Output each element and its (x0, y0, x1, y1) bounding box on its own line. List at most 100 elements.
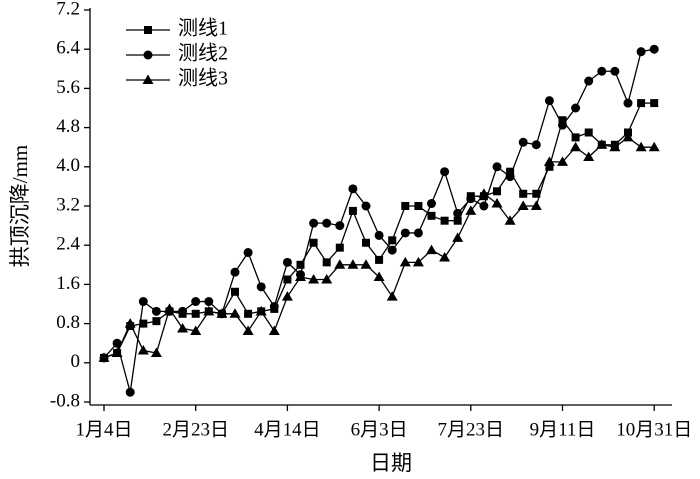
marker (597, 66, 607, 76)
marker (519, 189, 528, 198)
marker (242, 325, 254, 335)
marker (348, 206, 357, 215)
marker (137, 345, 149, 355)
marker (412, 256, 424, 267)
x-tick-label: 6月3日 (351, 419, 408, 440)
legend-label: 测线3 (178, 67, 228, 90)
marker (505, 172, 515, 182)
marker (637, 99, 646, 108)
marker (125, 387, 135, 397)
marker (557, 156, 568, 166)
y-tick-label: 0.8 (56, 312, 80, 333)
marker (440, 216, 449, 225)
marker (139, 319, 148, 328)
marker (229, 308, 241, 318)
marker (530, 200, 542, 210)
x-tick-label: 10月31日 (616, 419, 692, 440)
marker (453, 216, 462, 225)
marker (281, 291, 293, 301)
marker (296, 260, 305, 269)
marker (255, 305, 267, 316)
marker (610, 66, 620, 76)
marker (570, 141, 582, 152)
y-tick-label: 1.6 (56, 273, 80, 294)
marker (191, 309, 200, 318)
marker (309, 218, 319, 228)
y-tick-label: -0.8 (50, 390, 80, 411)
marker (635, 141, 647, 152)
marker (335, 221, 345, 231)
marker (596, 139, 608, 149)
marker (322, 258, 331, 267)
y-tick-label: 6.4 (56, 38, 80, 59)
marker (636, 47, 646, 57)
marker (347, 259, 359, 269)
marker (375, 255, 384, 264)
marker (399, 256, 411, 267)
series-line (103, 48, 655, 393)
series-line (103, 136, 655, 359)
marker (374, 230, 384, 240)
marker (439, 251, 451, 262)
marker (571, 133, 580, 142)
marker (283, 275, 292, 284)
marker (506, 167, 515, 176)
marker (244, 309, 253, 318)
marker (335, 243, 344, 252)
marker (144, 26, 152, 34)
marker (360, 259, 372, 269)
marker (479, 201, 489, 211)
marker (543, 156, 555, 166)
x-axis-label: 日期 (370, 451, 412, 475)
marker (426, 244, 437, 255)
marker (466, 194, 476, 204)
marker (231, 287, 239, 296)
y-tick-label: 0 (71, 351, 81, 372)
marker (204, 297, 214, 307)
marker (518, 137, 528, 147)
marker (545, 162, 554, 171)
marker (203, 305, 215, 316)
marker (362, 238, 370, 247)
marker (571, 103, 581, 113)
marker (650, 99, 659, 108)
marker (322, 218, 332, 228)
marker (190, 325, 202, 335)
marker (453, 208, 463, 218)
marker (269, 301, 279, 311)
marker (334, 259, 346, 269)
marker (387, 245, 397, 255)
marker (143, 50, 153, 60)
marker (348, 184, 358, 194)
marker (177, 323, 189, 333)
marker (243, 248, 253, 258)
y-tick-label: 3.2 (56, 194, 80, 215)
marker (282, 257, 292, 267)
marker (361, 201, 371, 211)
marker (478, 188, 490, 198)
marker (649, 44, 659, 54)
marker (504, 215, 516, 225)
marker (532, 189, 541, 198)
marker (413, 228, 423, 238)
marker (622, 131, 634, 142)
marker (584, 76, 594, 86)
marker (268, 325, 280, 335)
x-tick-label: 1月4日 (75, 419, 132, 440)
marker (256, 282, 266, 292)
marker (584, 128, 593, 137)
marker (112, 338, 122, 348)
marker (111, 347, 123, 357)
marker (452, 232, 464, 242)
marker (308, 274, 320, 284)
marker (427, 199, 436, 209)
marker (465, 205, 477, 215)
marker (531, 140, 541, 150)
marker (138, 297, 148, 307)
marker (401, 202, 410, 210)
marker (491, 198, 503, 208)
marker (142, 74, 154, 84)
marker (373, 271, 385, 282)
x-tick-label: 9月11日 (530, 419, 596, 440)
